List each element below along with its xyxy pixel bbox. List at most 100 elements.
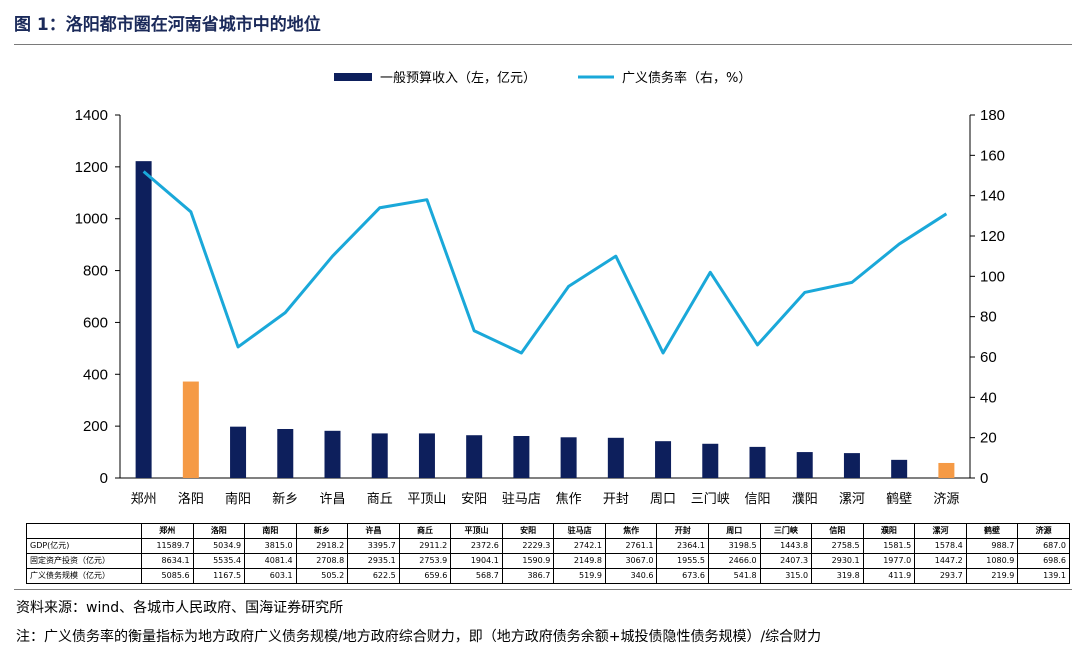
bar-洛阳	[182, 381, 199, 478]
table-header-cell: 新乡	[295, 523, 349, 539]
legend-label-bar: 一般预算收入（左，亿元）	[380, 70, 536, 86]
table-cell: 1904.1	[450, 553, 503, 569]
bar-开封	[607, 437, 624, 478]
table-row: 广义债务规模（亿元） 5085.6 1167.5 603.1 505.2 622.5 659…	[26, 568, 1070, 584]
table-cell: 2149.8	[553, 553, 606, 569]
x-tick-label: 驻马店	[502, 492, 541, 507]
table-cell: 988.7	[965, 538, 1019, 554]
right-tick-label: 180	[980, 107, 1005, 124]
table-cell: 139.1	[1017, 568, 1070, 584]
table-cell: 505.2	[295, 568, 349, 584]
bar-郑州	[135, 161, 152, 478]
x-axis-labels: 郑州 洛阳 南阳 新乡 许昌 商丘 平顶山 安阳 驻马店 焦作 开封 周口 三门峡 信阳 濮阳 漯河 鹤壁 济源	[131, 491, 960, 507]
table-cell: 568.7	[450, 568, 503, 584]
bar-周口	[655, 441, 672, 478]
x-tick-label: 洛阳	[178, 492, 204, 507]
left-tick-label: 0	[100, 470, 108, 487]
table-cell: 1447.2	[914, 553, 967, 569]
table-cell: 2918.2	[295, 538, 349, 554]
table-cell: 603.1	[244, 568, 297, 584]
table-cell: 340.6	[604, 568, 658, 584]
bar-驻马店	[513, 435, 530, 478]
bar-济源	[938, 462, 955, 478]
table-cell: 3198.5	[708, 538, 761, 554]
table-cell: 2229.3	[501, 538, 555, 554]
table-cell: 2372.6	[450, 538, 503, 554]
legend-label-line: 广义债务率（右，%）	[622, 70, 751, 86]
table-header-cell: 许昌	[347, 523, 400, 539]
chart-legend: 一般预算收入（左，亿元） 广义债务率（右，%）	[334, 70, 751, 86]
table-cell: 1578.4	[914, 538, 967, 554]
x-tick-label: 周口	[650, 492, 676, 507]
x-tick-label: 濮阳	[792, 492, 818, 507]
bar-三门峡	[702, 443, 719, 478]
table-cell: 687.0	[1017, 538, 1070, 554]
x-tick-label: 安阳	[461, 492, 487, 507]
table-cell: 673.6	[656, 568, 710, 584]
right-tick-label: 80	[980, 309, 997, 326]
left-tick-label: 800	[83, 263, 108, 280]
x-tick-label: 济源	[933, 492, 959, 507]
table-row-label: 固定资产投资（亿元）	[26, 553, 142, 569]
table-header-cell: 濮阳	[862, 523, 916, 539]
table-cell: 4081.4	[244, 553, 297, 569]
table-cell: 2742.1	[553, 538, 606, 554]
bar-平顶山	[418, 433, 435, 478]
x-tick-label: 郑州	[131, 492, 157, 507]
table-cell: 3395.7	[347, 538, 400, 554]
x-tick-label: 南阳	[225, 491, 251, 507]
table-cell: 319.8	[811, 568, 864, 584]
bar-焦作	[560, 437, 577, 478]
x-tick-label: 许昌	[319, 492, 345, 507]
x-tick-label: 开封	[603, 492, 629, 507]
x-tick-label: 漯河	[839, 492, 865, 507]
table-header-cell: 南阳	[244, 523, 297, 539]
table-cell: 2364.1	[656, 538, 710, 554]
right-tick-label: 140	[980, 188, 1005, 205]
source-text: 资料来源：wind、各城市人民政府、国海证券研究所	[16, 600, 344, 616]
chart-axes: 0 200 400 600 800 1000 1200 1400 0 20 40 60 80 100 120…	[75, 107, 1005, 487]
table-header-cell: 洛阳	[192, 523, 246, 539]
bar-信阳	[749, 446, 766, 478]
table-header-cell: 信阳	[811, 523, 864, 539]
table-cell: 698.6	[1017, 553, 1070, 569]
table-header-cell: 三门峡	[759, 523, 813, 539]
table-cell: 2407.3	[759, 553, 813, 569]
right-tick-label: 40	[980, 389, 997, 406]
table-cell: 1443.8	[759, 538, 813, 554]
table-header-cell: 周口	[708, 523, 761, 539]
right-tick-label: 60	[980, 349, 997, 366]
table-row: GDP(亿元) 11589.7 5034.9 3815.0 2918.2 3395.7 29…	[26, 538, 1070, 554]
right-tick-label: 160	[980, 147, 1005, 164]
table-cell: 5034.9	[192, 538, 246, 554]
table-header-cell: 驻马店	[553, 523, 606, 539]
table-cell: 1080.9	[965, 553, 1019, 569]
table-header-cell: 平顶山	[450, 523, 503, 539]
source-divider	[14, 589, 1072, 590]
table-cell: 2761.1	[604, 538, 658, 554]
bar-南阳	[230, 426, 247, 478]
title-divider	[14, 44, 1072, 45]
table-header-cell: 郑州	[141, 523, 194, 539]
table-cell: 5085.6	[141, 568, 194, 584]
table-cell: 5535.4	[192, 553, 246, 569]
debt-ratio-line	[142, 170, 948, 355]
table-cell: 1590.9	[501, 553, 555, 569]
table-cell: 315.0	[759, 568, 813, 584]
bar-商丘	[371, 433, 388, 478]
table-cell: 1977.0	[862, 553, 916, 569]
right-tick-label: 0	[980, 470, 988, 487]
bar-series	[135, 161, 955, 478]
bar-许昌	[324, 430, 341, 478]
right-tick-label: 100	[980, 268, 1005, 285]
left-tick-label: 1400	[75, 107, 108, 124]
line-series	[142, 170, 948, 355]
table-cell: 519.9	[553, 568, 606, 584]
table-header-cell: 焦作	[604, 523, 658, 539]
note-text: 注：广义债务率的衡量指标为地方政府广义债务规模/地方政府综合财力，即（地方政府债…	[16, 629, 822, 645]
x-tick-label: 鹤壁	[886, 491, 912, 507]
table-cell: 2753.9	[398, 553, 452, 569]
table-header-row: 郑州 洛阳 南阳 新乡 许昌 商丘 平顶山 安阳 驻马店 焦作 开封 周口 三门峡 信阳 濮阳 漯河 鹤壁 济源	[26, 523, 1070, 539]
bar-漯河	[843, 453, 860, 478]
table-cell: 3067.0	[604, 553, 658, 569]
